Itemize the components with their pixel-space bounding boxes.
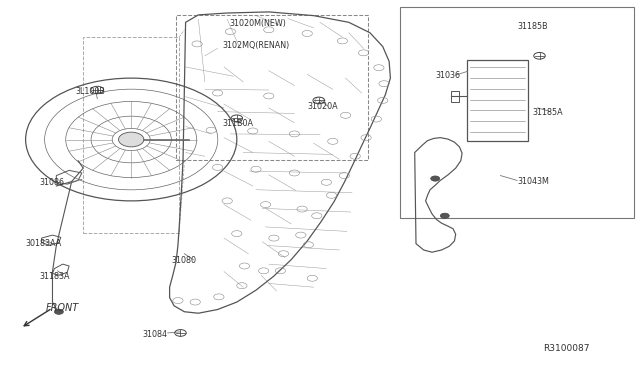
Text: 31043M: 31043M — [517, 177, 549, 186]
Text: 31020M(NEW): 31020M(NEW) — [229, 19, 286, 28]
Bar — [176, 15, 368, 160]
Text: 31036: 31036 — [435, 71, 460, 80]
Text: 31185A: 31185A — [532, 108, 563, 117]
Circle shape — [440, 213, 449, 218]
Text: 311B0A: 311B0A — [223, 119, 253, 128]
Text: 31086: 31086 — [40, 178, 65, 187]
Text: 31080: 31080 — [172, 256, 196, 265]
Text: 31185B: 31185B — [517, 22, 548, 31]
Text: 30183AA: 30183AA — [26, 239, 62, 248]
Text: 31020A: 31020A — [307, 102, 338, 110]
Bar — [83, 37, 179, 232]
Bar — [467, 60, 528, 141]
Text: 31183A: 31183A — [40, 272, 70, 280]
Text: 31084: 31084 — [142, 330, 167, 339]
Circle shape — [118, 132, 144, 147]
Bar — [451, 91, 459, 102]
Text: R3100087: R3100087 — [543, 344, 589, 353]
Text: 3102MQ(RENAN): 3102MQ(RENAN) — [223, 41, 290, 50]
Bar — [400, 7, 634, 218]
Circle shape — [54, 309, 63, 314]
Text: 3L100B: 3L100B — [76, 87, 106, 96]
Text: FRONT: FRONT — [46, 303, 79, 313]
Circle shape — [431, 176, 440, 181]
